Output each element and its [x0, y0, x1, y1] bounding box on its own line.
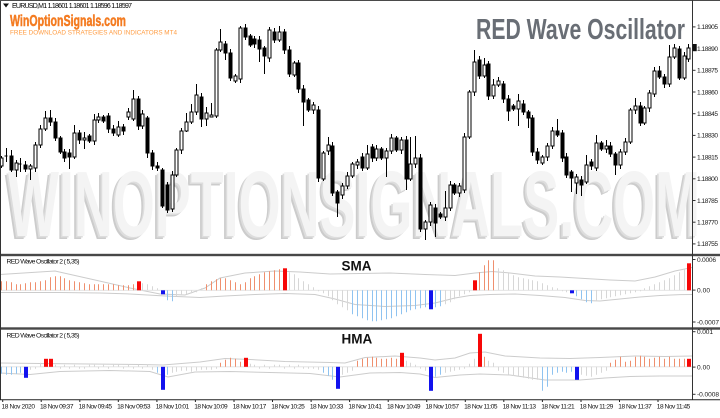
svg-text:18 Nov 10:09: 18 Nov 10:09: [194, 403, 228, 410]
svg-text:18 Nov 10:25: 18 Nov 10:25: [271, 403, 305, 410]
svg-text:SMA: SMA: [342, 258, 372, 273]
svg-text:0.0006: 0.0006: [697, 257, 716, 264]
svg-text:18 Nov 11:45: 18 Nov 11:45: [657, 403, 691, 410]
svg-text:18 Nov 09:45: 18 Nov 09:45: [79, 403, 113, 410]
svg-text:1.18890: 1.18890: [697, 46, 718, 53]
svg-text:18 Nov 11:37: 18 Nov 11:37: [618, 403, 652, 410]
svg-text:18 Nov 10:41: 18 Nov 10:41: [348, 403, 382, 410]
svg-text:RED Wave Oscillator: RED Wave Oscillator: [476, 14, 685, 46]
svg-text:0.00: 0.00: [697, 364, 710, 371]
svg-text:-0.0008: -0.0008: [697, 392, 719, 399]
svg-text:18 Nov 11:05: 18 Nov 11:05: [464, 403, 498, 410]
svg-text:0.001: 0.001: [697, 329, 713, 336]
svg-text:18 Nov 09:37: 18 Nov 09:37: [40, 403, 74, 410]
svg-text:1.18860: 1.18860: [697, 89, 718, 96]
svg-text:-0.0007: -0.0007: [697, 319, 719, 326]
svg-text:18 Nov 2020: 18 Nov 2020: [2, 403, 36, 410]
svg-text:0.00: 0.00: [697, 287, 710, 294]
svg-text:18 Nov 10:17: 18 Nov 10:17: [233, 403, 267, 410]
svg-text:18 Nov 11:21: 18 Nov 11:21: [541, 403, 575, 410]
svg-text:18 Nov 10:57: 18 Nov 10:57: [426, 403, 460, 410]
svg-text:1.18815: 1.18815: [697, 154, 718, 161]
svg-text:18 Nov 10:33: 18 Nov 10:33: [310, 403, 344, 410]
svg-text:FREE DOWNLOAD STRATEGIES AND I: FREE DOWNLOAD STRATEGIES AND INDICATORS …: [10, 30, 177, 37]
svg-text:18 Nov 11:13: 18 Nov 11:13: [503, 403, 537, 410]
svg-text:1.18905: 1.18905: [697, 24, 718, 31]
svg-text:EURUSD,M1 1.18601 1.18601 1.1: EURUSD,M1 1.18601 1.18601 1.18596 1.1859…: [12, 3, 132, 10]
svg-text:18 Nov 10:01: 18 Nov 10:01: [156, 403, 190, 410]
svg-text:1.18785: 1.18785: [697, 198, 718, 205]
svg-text:1.18770: 1.18770: [697, 220, 718, 227]
svg-text:RED Wave Oscillator 2 ( 5,35): RED Wave Oscillator 2 ( 5,35): [7, 259, 80, 266]
svg-text:18 Nov 10:49: 18 Nov 10:49: [387, 403, 421, 410]
svg-text:18 Nov 11:29: 18 Nov 11:29: [580, 403, 614, 410]
svg-text:1.18755: 1.18755: [697, 241, 718, 248]
svg-text:1.18845: 1.18845: [697, 111, 718, 118]
svg-text:1.18875: 1.18875: [697, 68, 718, 75]
svg-text:1.18800: 1.18800: [697, 176, 718, 183]
svg-text:WinOptionSignals.com: WinOptionSignals.com: [10, 13, 126, 30]
svg-text:HMA: HMA: [342, 332, 373, 347]
svg-text:18 Nov 09:53: 18 Nov 09:53: [117, 403, 151, 410]
svg-text:1.18830: 1.18830: [697, 133, 718, 140]
svg-text:RED Wave Oscillator 2 ( 5,35): RED Wave Oscillator 2 ( 5,35): [7, 333, 80, 340]
